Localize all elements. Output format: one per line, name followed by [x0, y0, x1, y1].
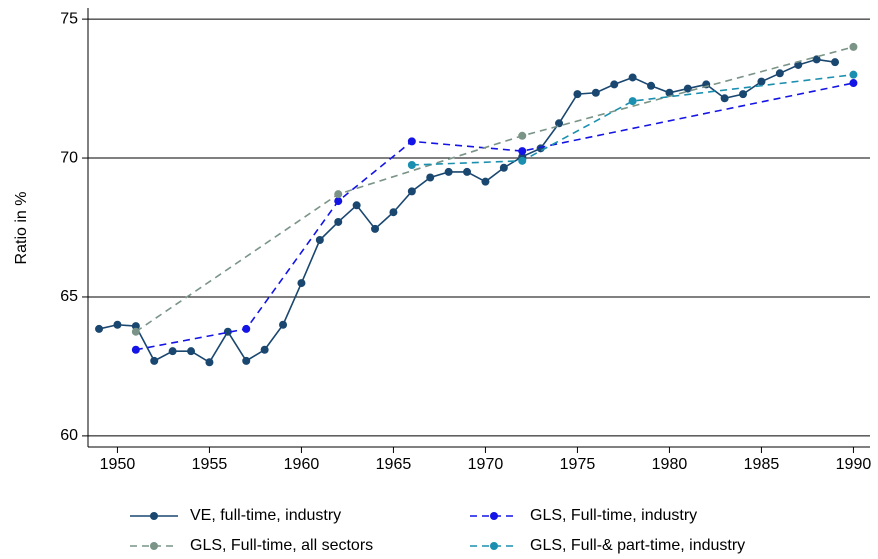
point	[407, 160, 416, 169]
x-tick-label: 1985	[744, 456, 780, 473]
point	[131, 345, 140, 354]
point	[518, 131, 527, 140]
point	[573, 90, 582, 99]
point	[352, 201, 361, 210]
point	[463, 167, 472, 176]
point	[242, 324, 251, 333]
point	[205, 358, 214, 367]
legend-label: GLS, Full-time, all sectors	[190, 537, 373, 554]
point	[407, 187, 416, 196]
point	[334, 190, 343, 199]
x-tick-label: 1950	[100, 456, 136, 473]
point	[407, 137, 416, 146]
point	[426, 173, 435, 182]
point	[518, 156, 527, 165]
legend-marker	[490, 512, 498, 520]
y-tick-label: 70	[60, 149, 78, 166]
point	[555, 119, 564, 128]
x-tick-label: 1980	[652, 456, 688, 473]
point	[187, 347, 196, 356]
point	[389, 208, 398, 217]
point	[481, 177, 490, 186]
point	[628, 97, 637, 106]
point	[683, 84, 692, 93]
x-tick-label: 1970	[468, 456, 504, 473]
point	[518, 147, 527, 156]
series-line	[135, 46, 854, 333]
point	[315, 236, 324, 245]
x-tick-label: 1975	[560, 456, 596, 473]
point	[242, 356, 251, 365]
point	[334, 217, 343, 226]
point	[849, 79, 858, 88]
point	[260, 345, 269, 354]
point	[223, 327, 232, 336]
point	[849, 70, 858, 79]
point	[812, 55, 821, 64]
legend-marker	[150, 542, 158, 550]
point	[665, 88, 674, 97]
point	[757, 77, 766, 86]
legend-label: GLS, Full-time, industry	[530, 507, 697, 524]
y-axis-label: Ratio in %	[13, 192, 30, 265]
point	[591, 88, 600, 97]
point	[334, 197, 343, 206]
x-tick-label: 1960	[284, 456, 320, 473]
point	[536, 144, 545, 153]
point	[831, 58, 840, 67]
point	[297, 279, 306, 288]
point	[95, 324, 104, 333]
legend-label: VE, full-time, industry	[190, 507, 341, 524]
point	[168, 347, 177, 356]
point	[610, 80, 619, 89]
point	[775, 69, 784, 78]
series-line	[98, 58, 836, 364]
point	[739, 90, 748, 99]
y-tick-label: 75	[60, 10, 78, 27]
point	[150, 356, 159, 365]
legend-label: GLS, Full-& part-time, industry	[530, 537, 745, 554]
point	[371, 224, 380, 233]
series-line	[135, 82, 854, 351]
x-tick-label: 1965	[376, 456, 412, 473]
point	[720, 94, 729, 103]
point	[131, 322, 140, 331]
point	[279, 320, 288, 329]
y-tick-label: 65	[60, 288, 78, 305]
point	[647, 81, 656, 90]
legend-marker	[490, 542, 498, 550]
point	[628, 73, 637, 82]
point	[499, 163, 508, 172]
legend-marker	[150, 512, 158, 520]
y-tick-label: 60	[60, 427, 78, 444]
x-tick-label: 1990	[836, 456, 872, 473]
point	[849, 42, 858, 51]
point	[113, 320, 122, 329]
point	[444, 167, 453, 176]
series-line	[411, 73, 854, 166]
x-tick-label: 1955	[192, 456, 228, 473]
point	[131, 327, 140, 336]
